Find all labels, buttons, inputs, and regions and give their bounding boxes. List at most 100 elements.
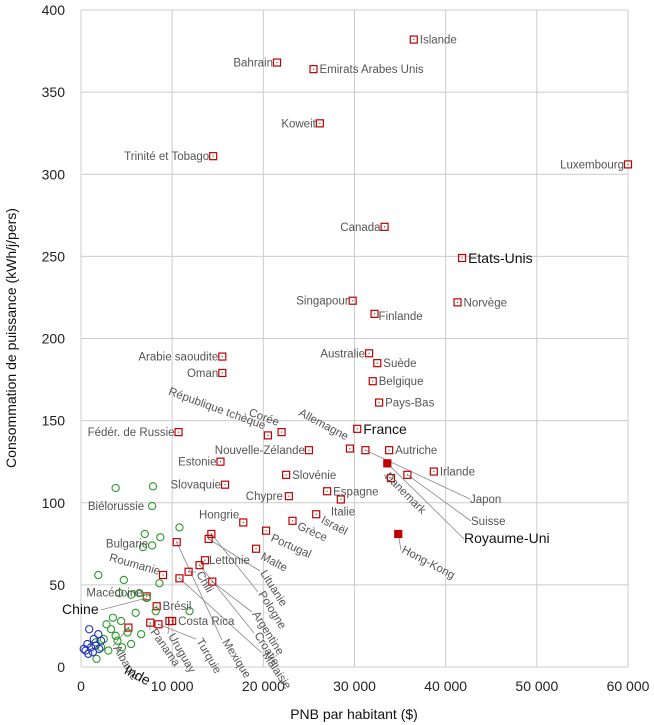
point-square [288, 516, 297, 525]
point-square [370, 309, 379, 318]
y-tick-label: 350 [42, 84, 66, 100]
point-square [124, 623, 133, 632]
point-label: Koweit [281, 118, 316, 130]
point-label: Chili [193, 570, 215, 595]
point-circle [91, 641, 100, 650]
point-circle [113, 636, 122, 645]
point-square [348, 296, 357, 305]
point-square [284, 492, 293, 501]
x-tick-label: 20 000 [242, 678, 285, 694]
point-dot [242, 521, 244, 524]
x-axis-label: PNB par habitant ($) [290, 706, 418, 722]
point-dot [177, 431, 180, 433]
point-label: Danemark [382, 471, 428, 517]
point-circle [96, 643, 106, 652]
point-square [364, 349, 374, 358]
point-square [175, 574, 184, 583]
point-circle [92, 654, 101, 663]
point-label: Biélorussie [88, 501, 144, 513]
point-label: Japon [470, 494, 501, 506]
point-square [272, 58, 282, 67]
point-label: Lettonie [209, 555, 250, 567]
point-dot [157, 623, 160, 625]
y-tick-label: 0 [57, 659, 65, 675]
point-dot [308, 449, 310, 451]
point-dot [267, 434, 269, 437]
leader-line [179, 578, 263, 654]
data-points [79, 35, 633, 663]
x-tick-label: 60 000 [607, 678, 650, 694]
point-label: Roumanie [108, 552, 162, 578]
point-circle [85, 625, 94, 634]
point-circle [111, 631, 120, 640]
point-square [403, 470, 412, 479]
point-dot [208, 538, 210, 540]
point-square [165, 616, 174, 626]
leader-line [387, 463, 465, 540]
point-square [353, 424, 362, 433]
point-label: Autriche [395, 445, 437, 457]
point-dot [280, 431, 283, 433]
point-dot [326, 490, 328, 492]
point-square [207, 529, 216, 539]
point-square [154, 620, 163, 629]
point-dot [291, 520, 294, 522]
point-square [277, 428, 286, 437]
point-label: Irlande [440, 467, 475, 479]
point-label: Finlande [379, 311, 423, 323]
point-label: Inde [122, 661, 154, 688]
point-square [623, 160, 633, 169]
point-dot [198, 564, 201, 566]
point-label: Bulgarie [106, 538, 148, 550]
y-tick-label: 400 [42, 2, 66, 18]
point-dot [372, 380, 374, 382]
point-label: Singapour [296, 296, 349, 308]
leader-line [407, 474, 472, 522]
point-label: Chine [62, 601, 99, 617]
x-tick-label: 10 000 [151, 678, 194, 694]
point-square [380, 222, 389, 231]
point-label: Oman [187, 368, 218, 380]
point-label: France [363, 421, 407, 437]
point-dot [461, 257, 463, 259]
point-label: Emirats Arabes Unis [319, 64, 423, 76]
point-label: Islande [420, 35, 457, 47]
point-dot [378, 401, 380, 404]
point-circle [102, 620, 111, 629]
point-dot [221, 372, 223, 374]
point-square [216, 457, 225, 466]
point-circle [126, 590, 136, 599]
x-tick-label: 40 000 [424, 678, 467, 694]
y-tick-label: 300 [42, 166, 66, 182]
point-dot [219, 461, 222, 463]
point-circle [79, 644, 88, 654]
point-label: Italie [331, 506, 355, 518]
point-square [312, 510, 321, 519]
point-square [315, 119, 324, 128]
point-label: Slovénie [292, 470, 336, 482]
point-square [239, 518, 248, 527]
point-label: Turquie [193, 637, 223, 676]
leader-line [212, 581, 253, 613]
point-label: Fédér. de Russie [88, 427, 175, 439]
y-tick-label: 150 [42, 413, 66, 429]
y-tick-label: 200 [42, 331, 66, 347]
point-dot [276, 61, 278, 64]
point-dot [340, 498, 342, 501]
point-square [373, 359, 382, 368]
point-dot [456, 301, 459, 303]
point-square [453, 298, 462, 307]
point-square [336, 495, 345, 504]
point-circle [147, 501, 157, 511]
point-circle [119, 575, 128, 585]
leader-line [199, 564, 255, 634]
point-square [368, 377, 377, 386]
leader-line [100, 597, 147, 611]
point-square [409, 35, 418, 44]
point-circle [142, 593, 151, 603]
point-dot [376, 362, 378, 364]
point-dot [364, 449, 367, 451]
point-circle [104, 646, 113, 655]
point-square [385, 446, 394, 455]
